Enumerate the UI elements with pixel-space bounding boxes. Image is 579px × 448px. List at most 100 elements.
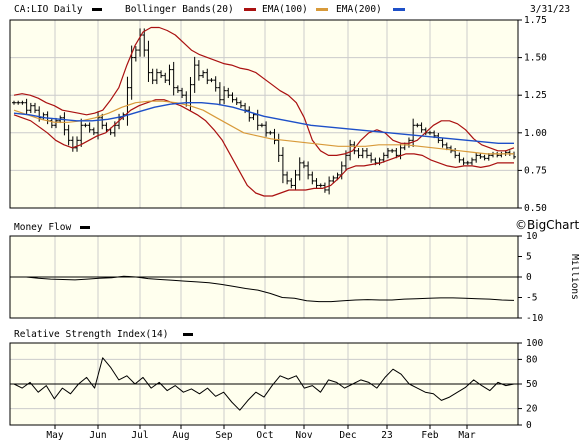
x-axis-tick-label: Jul [131, 430, 148, 441]
price-bar [213, 76, 218, 92]
rsi-y-tick-label: 20 [526, 404, 538, 415]
price-bar [146, 40, 151, 82]
price-bar [154, 68, 159, 85]
price-bar [79, 118, 84, 147]
price-bar [201, 70, 206, 78]
rsi-title: Relative Strength Index(14) [14, 329, 168, 340]
ema200-legend-swatch [393, 8, 405, 11]
price-bar [159, 70, 164, 78]
price-bar [91, 127, 96, 136]
price-bar [465, 160, 470, 165]
money-flow-title: Money Flow [14, 222, 71, 233]
price-y-tick-label: 1.75 [524, 15, 547, 26]
price-bar [226, 87, 231, 99]
price-bar [280, 147, 285, 184]
price-bar [369, 152, 374, 163]
price-bar [301, 160, 306, 169]
price-bar [293, 169, 298, 191]
price-bar [419, 122, 424, 133]
price-bar [276, 133, 281, 162]
price-bar [348, 139, 353, 161]
rsi-y-tick-label: 50 [526, 379, 538, 390]
price-bar [163, 72, 168, 83]
price-bar [75, 136, 80, 152]
money-flow-y-tick-label: 10 [526, 231, 538, 242]
price-bar [104, 122, 109, 133]
bollinger-lower-line [13, 99, 514, 197]
x-axis-tick-label: Mar [458, 430, 475, 441]
price-bar [167, 64, 172, 86]
price-y-tick-label: 0.75 [524, 165, 547, 176]
money-flow-y-tick-label: 0 [526, 272, 532, 283]
price-bar [427, 130, 432, 135]
price-bar [259, 123, 264, 128]
price-bar [268, 130, 273, 135]
bollinger-upper-line [13, 26, 515, 156]
price-bar [20, 100, 25, 105]
money-flow-y-tick-label: -5 [526, 293, 537, 304]
price-bar [415, 123, 420, 128]
price-bar [150, 68, 155, 85]
price-panel [10, 20, 518, 208]
price-bar [238, 100, 243, 109]
x-axis-tick-label: Aug [172, 430, 189, 441]
price-y-tick-label: 1.50 [524, 53, 547, 64]
price-bar [306, 161, 311, 180]
price-bar [469, 157, 474, 166]
money-flow-legend-swatch [80, 226, 90, 229]
money-flow-y-tick-labels: 10 5 0 -5 -10 [518, 231, 543, 324]
price-bar [180, 87, 185, 99]
price-bar [205, 68, 210, 85]
price-bar [171, 61, 176, 96]
x-axis-tick-label: 23 [381, 430, 392, 441]
symbol-label: CA:LIO Daily [14, 4, 83, 15]
date-label: 3/31/23 [530, 4, 570, 15]
price-y-tick-labels: 1.75 1.50 1.25 1.00 0.75 0.50 [518, 15, 547, 214]
price-bar [331, 175, 336, 184]
price-y-tick-label: 1.00 [524, 128, 547, 139]
price-bar [310, 171, 315, 185]
price-bar [16, 100, 21, 105]
price-bar [12, 100, 16, 105]
rsi-y-tick-label: 100 [526, 338, 543, 349]
price-bar [381, 152, 386, 163]
x-axis-tick-label: Sep [215, 430, 232, 441]
price-bar [28, 102, 33, 114]
rsi-y-tick-label: 80 [526, 354, 538, 365]
price-bar [192, 56, 197, 93]
x-axis-tick-label: Oct [256, 430, 273, 441]
price-bar [83, 123, 88, 128]
price-bar [24, 98, 29, 115]
price-bar [222, 86, 227, 105]
price-bar [133, 46, 138, 62]
rsi-series-line [13, 357, 515, 411]
price-bar [100, 113, 105, 130]
x-axis-tick-label: Dec [339, 430, 356, 441]
price-bar [87, 122, 92, 133]
price-y-tick-label: 1.25 [524, 90, 547, 101]
price-bar [482, 154, 487, 161]
price-bar [297, 157, 302, 181]
price-bar [33, 102, 38, 114]
x-axis-tick-labels: May Jun Jul Aug Sep Oct Nov Dec 23 Feb Mar [46, 425, 476, 441]
price-bar [314, 178, 319, 189]
x-axis-tick-label: May [46, 430, 63, 441]
money-flow-unit-label: Millions [569, 254, 579, 300]
price-bar [234, 97, 239, 106]
x-axis-tick-label: Nov [295, 430, 312, 441]
price-bar [390, 148, 395, 153]
ema100-label: EMA(100) [262, 4, 308, 15]
price-bar [385, 148, 390, 159]
ema200-line [13, 101, 514, 145]
price-legend-swatch [92, 8, 102, 11]
price-overlay-lines [13, 26, 515, 197]
price-bar [440, 137, 445, 148]
price-bar [457, 152, 462, 163]
bollinger-legend-swatch [244, 8, 256, 11]
ema100-line [13, 100, 514, 155]
price-bar [196, 60, 201, 81]
price-bar [364, 148, 369, 159]
x-axis-tick-label: Feb [421, 430, 438, 441]
price-bar [318, 183, 323, 188]
